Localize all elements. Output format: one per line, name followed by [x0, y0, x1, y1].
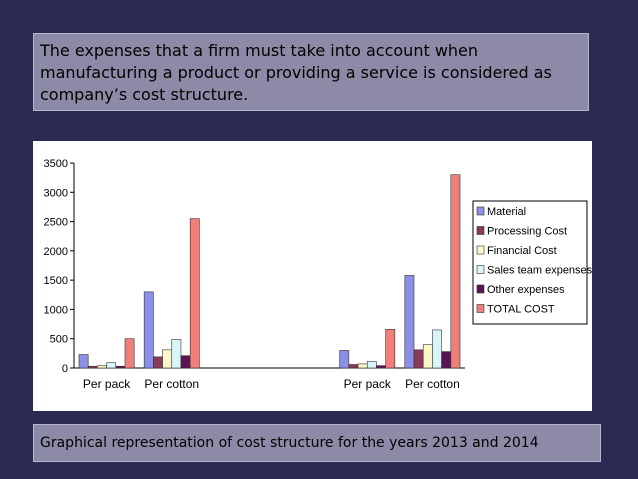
bar-other-expenses	[376, 365, 386, 369]
chart-svg: 0 500 1000 1500 2000 2500 3000 3500 Per pack Per …	[44, 158, 592, 391]
y-tick-label: 2000	[44, 246, 68, 258]
bar-sales-team-expenses	[106, 362, 117, 369]
bar-material	[143, 291, 154, 369]
cost-structure-chart: 0 500 1000 1500 2000 2500 3000 3500 Per pack Per …	[33, 141, 592, 411]
legend-swatch	[476, 265, 485, 274]
bar-material	[404, 275, 415, 369]
x-category-label: Per cotton	[405, 377, 460, 391]
bar-processing-cost	[413, 349, 424, 369]
y-tick-label: 500	[50, 334, 68, 346]
bar-total-cost	[450, 174, 461, 369]
bar-processing-cost	[348, 364, 359, 369]
legend-box	[472, 200, 588, 325]
legend-swatch	[476, 304, 485, 313]
bar-financial-cost	[162, 349, 173, 369]
intro-text: The expenses that a firm must take into …	[40, 41, 552, 104]
y-tick-label: 1500	[44, 275, 68, 287]
legend-label: TOTAL COST	[487, 304, 555, 316]
intro-text-box: The expenses that a firm must take into …	[33, 33, 589, 111]
bar-total-cost	[189, 218, 200, 369]
bar-other-expenses	[115, 365, 126, 369]
caption-text: Graphical representation of cost structu…	[40, 435, 539, 451]
legend-label: Financial Cost	[487, 245, 557, 257]
bar-material	[78, 354, 89, 369]
bar-financial-cost	[422, 344, 433, 369]
bar-processing-cost	[87, 365, 98, 369]
legend-label: Processing Cost	[487, 226, 567, 238]
x-category-label: Per pack	[344, 377, 392, 391]
legend-swatch	[476, 226, 485, 235]
bar-processing-cost	[153, 356, 163, 369]
legend-label: Other expenses	[487, 284, 565, 296]
caption-box: Graphical representation of cost structu…	[33, 424, 601, 462]
y-tick-label: 3000	[44, 187, 68, 199]
y-tick-label: 3500	[44, 158, 68, 170]
bar-other-expenses	[180, 355, 191, 369]
x-category-label: Per pack	[83, 377, 131, 391]
bar-sales-team-expenses	[366, 361, 377, 369]
bar-sales-team-expenses	[171, 339, 182, 369]
y-tick-label: 2500	[44, 217, 68, 229]
legend-label: Sales team expenses	[487, 265, 592, 277]
bar-material	[339, 350, 350, 369]
bar-other-expenses	[441, 351, 452, 369]
bar-financial-cost	[357, 363, 368, 369]
y-tick-label: 0	[62, 363, 68, 375]
bar-total-cost	[385, 329, 396, 369]
legend-swatch	[476, 206, 485, 216]
bar-financial-cost	[97, 365, 107, 369]
bar-total-cost	[124, 338, 135, 369]
x-category-label: Per cotton	[144, 377, 199, 391]
y-tick-label: 1000	[44, 304, 68, 316]
legend-swatch	[476, 284, 485, 294]
legend-label: Material	[487, 206, 526, 218]
legend-swatch	[476, 245, 485, 255]
bar-sales-team-expenses	[432, 329, 442, 369]
